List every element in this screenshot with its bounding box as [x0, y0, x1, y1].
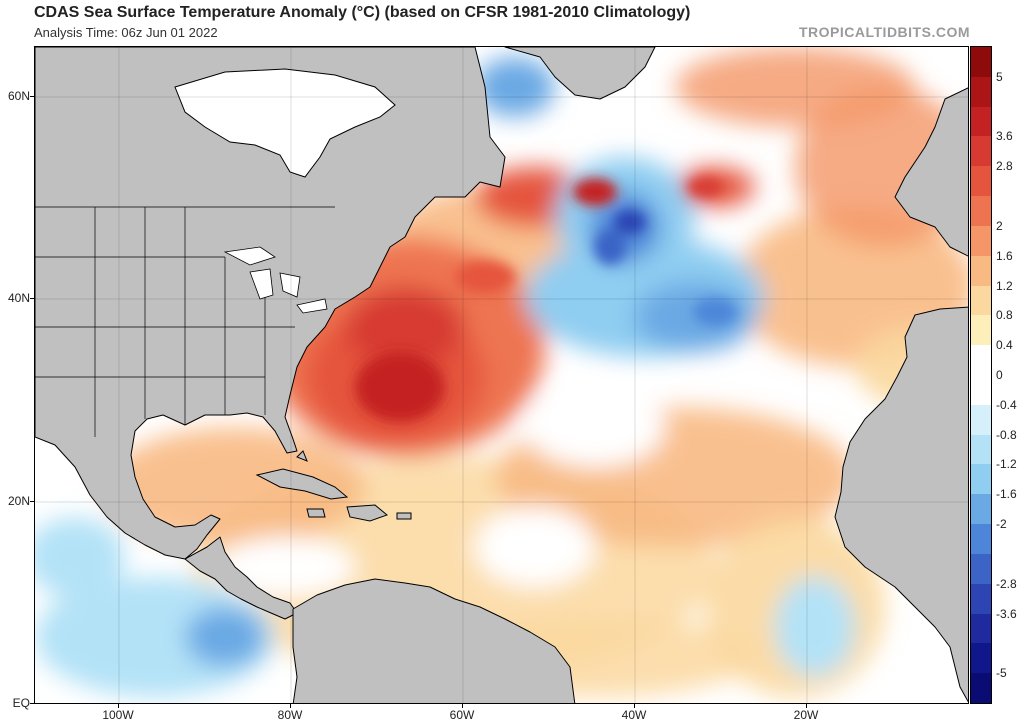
color-scale-segment	[971, 464, 991, 495]
lat-tick	[30, 501, 34, 502]
color-scale-label: 1.2	[996, 278, 1013, 293]
color-scale-segment	[971, 583, 991, 615]
south-america-land	[292, 578, 576, 703]
lat-tick	[30, 703, 34, 704]
lat-tick	[30, 96, 34, 97]
lon-label-20w: 20W	[793, 708, 819, 722]
color-scale-label: 0.8	[996, 308, 1013, 323]
color-scale-segment	[971, 47, 991, 78]
analysis-time: Analysis Time: 06z Jun 01 2022	[34, 25, 218, 40]
lat-label-20n: 20N	[7, 494, 30, 508]
color-scale-segment	[971, 225, 991, 257]
lat-tick	[30, 298, 34, 299]
color-scale-label: 0	[996, 368, 1003, 382]
color-scale-label: 5	[996, 69, 1003, 84]
color-scale-label: 3.6	[996, 129, 1013, 144]
graticule	[35, 47, 968, 703]
lon-label-40w: 40W	[621, 708, 647, 722]
color-scale-label: -5	[996, 666, 1007, 681]
lon-tick	[634, 704, 635, 708]
color-scale-label: 0.4	[996, 338, 1013, 353]
color-scale-label: 1.6	[996, 248, 1013, 263]
north-america-land	[35, 47, 506, 560]
greenland-land	[504, 47, 656, 100]
hudson-bay	[174, 68, 396, 178]
color-scale-segment	[971, 106, 991, 137]
brand-watermark: TROPICALTIDBITS.COM	[798, 24, 970, 40]
color-scale-segment	[971, 494, 991, 525]
lon-tick	[462, 704, 463, 708]
state-borders	[35, 206, 335, 437]
central-america-land	[184, 536, 298, 620]
color-scale-label: -1.6	[996, 487, 1017, 502]
land-masses	[35, 47, 968, 703]
africa-land	[834, 306, 968, 703]
color-scale-label: -1.2	[996, 457, 1017, 472]
map-title: CDAS Sea Surface Temperature Anomaly (°C…	[34, 4, 691, 21]
map-canvas	[35, 47, 968, 703]
color-scale-segment	[971, 553, 991, 585]
europe-land	[894, 87, 968, 257]
color-scale-segment	[971, 196, 991, 227]
color-scale-label: -2	[996, 517, 1007, 532]
lon-label-80w: 80W	[277, 708, 303, 722]
color-scale-segment	[971, 166, 991, 197]
color-scale-segment	[971, 285, 991, 316]
lon-tick	[118, 704, 119, 708]
lat-label-eq: EQ	[12, 696, 30, 710]
color-scale-segment	[971, 375, 991, 406]
color-scale-segment	[971, 76, 991, 108]
color-scale-segment	[971, 136, 991, 167]
color-scale-label: -2.8	[996, 576, 1017, 591]
color-scale-segment	[971, 434, 991, 465]
great-lakes	[223, 246, 328, 314]
color-scale-label: -0.4	[996, 397, 1017, 412]
anomaly-accents	[355, 177, 737, 422]
caribbean-islands	[255, 450, 412, 522]
lon-tick	[806, 704, 807, 708]
color-scale-segment	[971, 643, 991, 674]
lon-label-60w: 60W	[449, 708, 475, 722]
color-scale-segment	[971, 613, 991, 644]
color-scale-segment	[971, 255, 991, 287]
color-scale-segment	[971, 673, 991, 704]
color-scale-segment	[971, 345, 991, 376]
color-scale-segment	[971, 404, 991, 436]
lat-label-40n: 40N	[7, 291, 30, 305]
color-scale-label: 2	[996, 218, 1003, 233]
sst-anomaly-map	[34, 46, 969, 704]
lon-label-100w: 100W	[102, 708, 134, 722]
color-scale-segment	[971, 315, 991, 346]
lon-tick	[290, 704, 291, 708]
color-scale-label: 2.8	[996, 159, 1013, 174]
color-scale-bar	[970, 46, 992, 704]
color-scale-segment	[971, 524, 991, 555]
color-scale-label: -3.6	[996, 606, 1017, 621]
color-scale-label: -0.8	[996, 427, 1017, 442]
lat-label-60n: 60N	[7, 89, 30, 103]
